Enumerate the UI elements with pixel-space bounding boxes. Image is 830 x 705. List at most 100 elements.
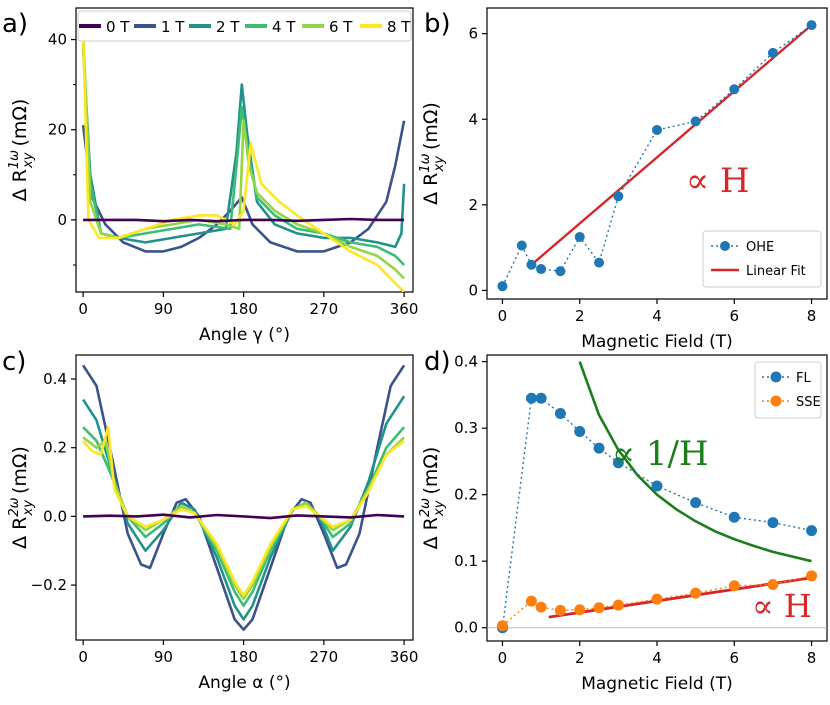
- x-tick-label: 180: [229, 300, 258, 318]
- panel-d-chart: 0 2 4 6 8 0.0 0.1 0.2 0.3 0.4 Magnetic Field (T) Δ …: [418, 353, 828, 694]
- sse-point: [690, 587, 702, 599]
- series-line: [82, 436, 406, 601]
- series-line: [81, 120, 406, 253]
- legend-label: 6 T: [329, 18, 353, 36]
- y-label-sup: 2ω: [418, 498, 433, 517]
- y-axis-label: Δ R2ωxy (mΩ): [7, 446, 36, 549]
- sse-point: [593, 602, 605, 614]
- x-tick-label: 0: [78, 300, 88, 318]
- plot-area: [81, 30, 406, 292]
- panel-b-chart: 0 2 4 6 8 0 2 4 6 Magnetic Field (T) Δ R1ωxy (mΩ) ∝…: [418, 7, 828, 352]
- x-axis-label: Angle α (°): [198, 673, 290, 693]
- sse-point: [554, 604, 566, 616]
- y-label-sub: xy: [21, 152, 36, 169]
- fl-point: [612, 457, 624, 469]
- y-label-sup: 2ω: [7, 497, 22, 516]
- x-tick-label: 270: [310, 648, 339, 666]
- y-tick-label: 0.4: [43, 370, 67, 388]
- series-line: [82, 425, 405, 597]
- fl-point: [651, 480, 663, 492]
- fl-point: [690, 497, 702, 509]
- legend-label: 8 T: [387, 18, 411, 36]
- y-tick-label: 0: [468, 281, 478, 299]
- ohe-point: [806, 20, 817, 31]
- y-label-part: (mΩ): [420, 102, 442, 156]
- x-tick-label: 2: [575, 307, 585, 325]
- legend-label: SSE: [796, 395, 821, 410]
- y-tick-label: 20: [48, 121, 67, 139]
- plot-area: [487, 361, 827, 634]
- legend-label: FL: [796, 371, 811, 386]
- legend: FL SSE: [754, 361, 822, 419]
- y-tick-label: 6: [468, 25, 478, 43]
- inverse-fit-line: [578, 361, 812, 563]
- ohe-point: [497, 281, 508, 292]
- panel-label-c: c): [2, 347, 26, 377]
- series-line: [82, 426, 406, 607]
- y-label-part: (mΩ): [9, 446, 31, 500]
- x-tick-label: 2: [575, 649, 585, 667]
- sse-point: [767, 578, 779, 590]
- x-tick-label: 6: [729, 307, 739, 325]
- legend-label: 4 T: [272, 18, 296, 36]
- series-line: [81, 34, 406, 292]
- sse-point: [535, 601, 547, 613]
- plot-area: [497, 20, 817, 292]
- ohe-point: [767, 47, 778, 58]
- ohe-point: [613, 191, 624, 202]
- x-tick-label: 4: [652, 649, 662, 667]
- y-tick-label: 0.3: [454, 419, 478, 437]
- plot-area: [82, 364, 406, 631]
- ohe-point: [526, 259, 537, 270]
- y-tick-label: 0.0: [454, 619, 478, 637]
- legend-label: 2 T: [216, 18, 240, 36]
- x-axis-label: Magnetic Field (T): [581, 332, 733, 352]
- series-line: [83, 513, 405, 520]
- series-line: [81, 48, 406, 249]
- y-tick-label: 0.4: [454, 353, 478, 371]
- legend-box: [702, 230, 822, 288]
- legend-box: [77, 10, 412, 42]
- x-tick-label: 0: [78, 648, 88, 666]
- x-tick-label: 4: [652, 307, 662, 325]
- sse-point: [728, 580, 740, 592]
- legend-label: OHE: [746, 240, 774, 255]
- x-tick-label: 0: [498, 649, 508, 667]
- annotation-prop-h: ∝ H: [752, 587, 812, 625]
- panel-c-chart: 0 90 180 270 360 −0.2 0.0 0.2 0.4 Angle α (°) Δ R2…: [7, 354, 419, 693]
- legend-marker: [770, 371, 782, 383]
- y-tick-label: 4: [468, 110, 478, 128]
- panel-label-d: d): [424, 347, 451, 377]
- y-axis-label: Δ R1ωxy (mΩ): [418, 102, 447, 205]
- fl-point: [554, 408, 566, 420]
- x-axis-label: Angle γ (°): [199, 325, 290, 345]
- y-tick-label: 0.1: [454, 552, 478, 570]
- y-tick-label: 0.2: [454, 486, 478, 504]
- y-label-sup: 1ω: [7, 150, 22, 169]
- fl-point: [806, 525, 818, 537]
- ohe-point: [652, 124, 662, 135]
- legend-label: Linear Fit: [746, 264, 806, 279]
- y-label-sup: 1ω: [418, 153, 433, 172]
- y-tick-label: 0.0: [43, 507, 67, 525]
- panel-label-b: b): [424, 9, 451, 39]
- series-line: [82, 364, 406, 631]
- ohe-point: [555, 266, 566, 277]
- y-tick-label: 40: [48, 31, 67, 49]
- y-label-part: (mΩ): [9, 99, 31, 153]
- sse-point: [806, 570, 818, 582]
- y-axis-label: Δ R2ωxy (mΩ): [418, 447, 447, 550]
- ohe-point: [516, 240, 527, 251]
- fl-point: [728, 511, 740, 523]
- fl-point: [593, 442, 605, 454]
- y-label-part: Δ R: [420, 517, 442, 549]
- series-line: [81, 44, 406, 266]
- y-axis-label: Δ R1ωxy (mΩ): [7, 99, 36, 202]
- axes-frame: [75, 7, 414, 293]
- y-tick-label: −0.2: [31, 576, 67, 594]
- ohe-point: [536, 264, 547, 275]
- x-tick-label: 360: [390, 648, 419, 666]
- x-tick-label: 270: [310, 300, 339, 318]
- y-label-part: Δ R: [9, 169, 31, 201]
- fl-point: [767, 517, 779, 529]
